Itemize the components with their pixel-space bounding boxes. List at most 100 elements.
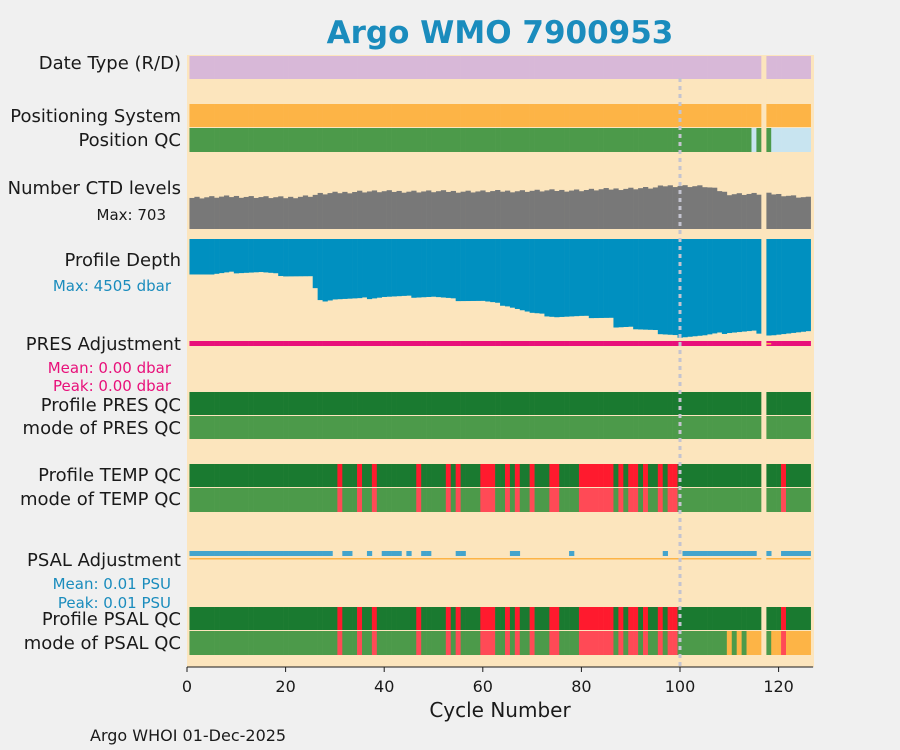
depth-bar-53 bbox=[445, 239, 452, 298]
pres-qc-cell-30 bbox=[332, 392, 338, 415]
pres-qc-cell-31 bbox=[337, 392, 343, 415]
pres-qc-cell-12 bbox=[243, 392, 249, 415]
temp-mode-cell-46 bbox=[411, 488, 417, 512]
depth-bar-60 bbox=[480, 239, 486, 301]
position-qc-cell-71 bbox=[534, 128, 540, 152]
pres-adj-105 bbox=[702, 341, 708, 346]
depth-bar-16 bbox=[263, 239, 269, 273]
temp-mode-cell-121 bbox=[781, 488, 787, 512]
date-type-cell-120 bbox=[776, 56, 782, 79]
position-qc-cell-105 bbox=[702, 128, 708, 152]
ctd-bar-103 bbox=[692, 186, 698, 229]
pres-qc-cell-63 bbox=[495, 392, 501, 415]
position-qc-cell-22 bbox=[292, 128, 299, 152]
date-type-cell-25 bbox=[307, 56, 314, 79]
temp-qc-cell-29 bbox=[327, 464, 333, 487]
psal-qc-cell-97 bbox=[662, 607, 668, 630]
pres-mode-cell-62 bbox=[490, 416, 496, 439]
date-type-cell-125 bbox=[800, 56, 807, 79]
psal-mode-cell-4 bbox=[204, 631, 210, 655]
psal-mode-cell-79 bbox=[574, 631, 580, 655]
ctd-bar-69 bbox=[524, 191, 530, 229]
ctd-bar-56 bbox=[460, 191, 466, 229]
psal-mode-cell-113 bbox=[741, 631, 747, 655]
temp-qc-cell-14 bbox=[253, 464, 259, 487]
temp-qc-cell-75 bbox=[554, 464, 560, 487]
positioning-cell-102 bbox=[687, 104, 693, 127]
temp-mode-cell-64 bbox=[500, 488, 506, 512]
position-qc-cell-54 bbox=[450, 128, 456, 152]
date-type-cell-40 bbox=[381, 56, 387, 79]
ctd-bar-20 bbox=[283, 198, 289, 229]
ctd-bar-3 bbox=[199, 198, 205, 229]
temp-qc-cell-88 bbox=[618, 464, 624, 487]
date-type-cell-30 bbox=[332, 56, 338, 79]
psal-mode-cell-94 bbox=[647, 631, 654, 655]
pres-adj-25 bbox=[307, 341, 314, 346]
pres-qc-cell-19 bbox=[278, 392, 284, 415]
pres-qc-cell-29 bbox=[327, 392, 333, 415]
pres-mode-cell-15 bbox=[258, 416, 264, 439]
temp-qc-cell-110 bbox=[726, 464, 733, 487]
position-qc-cell-112 bbox=[736, 128, 742, 152]
position-qc-cell-69 bbox=[524, 128, 530, 152]
date-type-cell-104 bbox=[697, 56, 703, 79]
position-qc-cell-32 bbox=[342, 128, 348, 152]
ctd-bar-122 bbox=[785, 195, 792, 229]
ctd-bar-89 bbox=[623, 188, 629, 229]
position-qc-cell-55 bbox=[455, 128, 461, 152]
position-qc-cell-83 bbox=[593, 128, 599, 152]
positioning-cell-73 bbox=[544, 104, 550, 127]
position-qc-cell-75 bbox=[554, 128, 560, 152]
temp-qc-cell-38 bbox=[371, 464, 378, 487]
pres-mode-cell-29 bbox=[327, 416, 333, 439]
date-type-cell-23 bbox=[297, 56, 304, 79]
label-psal-peak: Peak: 0.01 PSU bbox=[58, 594, 171, 612]
pres-qc-cell-94 bbox=[647, 392, 654, 415]
psal-qc-cell-76 bbox=[559, 607, 565, 630]
position-qc-cell-74 bbox=[549, 128, 555, 152]
pres-adj-49 bbox=[426, 341, 432, 346]
position-qc-cell-60 bbox=[480, 128, 486, 152]
psal-mode-cell-17 bbox=[268, 631, 274, 655]
psal-mode-cell-3 bbox=[199, 631, 205, 655]
psal-mode-cell-102 bbox=[687, 631, 693, 655]
pres-adj-125 bbox=[800, 341, 807, 346]
depth-bar-19 bbox=[278, 239, 284, 277]
pres-qc-cell-81 bbox=[583, 392, 590, 415]
ctd-bar-95 bbox=[652, 187, 659, 229]
ctd-bar-105 bbox=[702, 187, 708, 229]
temp-mode-cell-18 bbox=[273, 488, 279, 512]
position-qc-cell-4 bbox=[204, 128, 210, 152]
temp-mode-cell-100 bbox=[677, 488, 683, 512]
psal-mode-cell-49 bbox=[426, 631, 432, 655]
psal-mode-cell-96 bbox=[657, 631, 664, 655]
psal-qc-cell-37 bbox=[366, 607, 373, 630]
psal-qc-cell-19 bbox=[278, 607, 284, 630]
psal-qc-cell-7 bbox=[219, 607, 225, 630]
date-type-cell-47 bbox=[416, 56, 422, 79]
ctd-bar-54 bbox=[450, 190, 456, 229]
pres-qc-cell-84 bbox=[598, 392, 604, 415]
temp-qc-cell-39 bbox=[376, 464, 383, 487]
date-type-cell-54 bbox=[450, 56, 456, 79]
psal-mode-cell-27 bbox=[317, 631, 323, 655]
psal-qc-cell-99 bbox=[672, 607, 678, 630]
pres-adj-102 bbox=[687, 341, 693, 346]
depth-bar-17 bbox=[268, 239, 274, 273]
pres-qc-cell-89 bbox=[623, 392, 629, 415]
temp-qc-cell-70 bbox=[529, 464, 535, 487]
pres-mode-cell-101 bbox=[682, 416, 688, 439]
ctd-bar-81 bbox=[583, 190, 590, 229]
temp-mode-cell-105 bbox=[702, 488, 708, 512]
positioning-cell-83 bbox=[593, 104, 599, 127]
temp-qc-cell-71 bbox=[534, 464, 540, 487]
label-mode-pres-qc: mode of PRES QC bbox=[23, 418, 181, 439]
pres-adj-97 bbox=[662, 341, 668, 346]
positioning-cell-34 bbox=[352, 104, 358, 127]
ctd-bar-85 bbox=[603, 188, 609, 229]
temp-mode-cell-11 bbox=[238, 488, 244, 512]
pres-adj-106 bbox=[707, 341, 713, 346]
temp-mode-cell-88 bbox=[618, 488, 624, 512]
depth-bar-109 bbox=[721, 239, 728, 334]
